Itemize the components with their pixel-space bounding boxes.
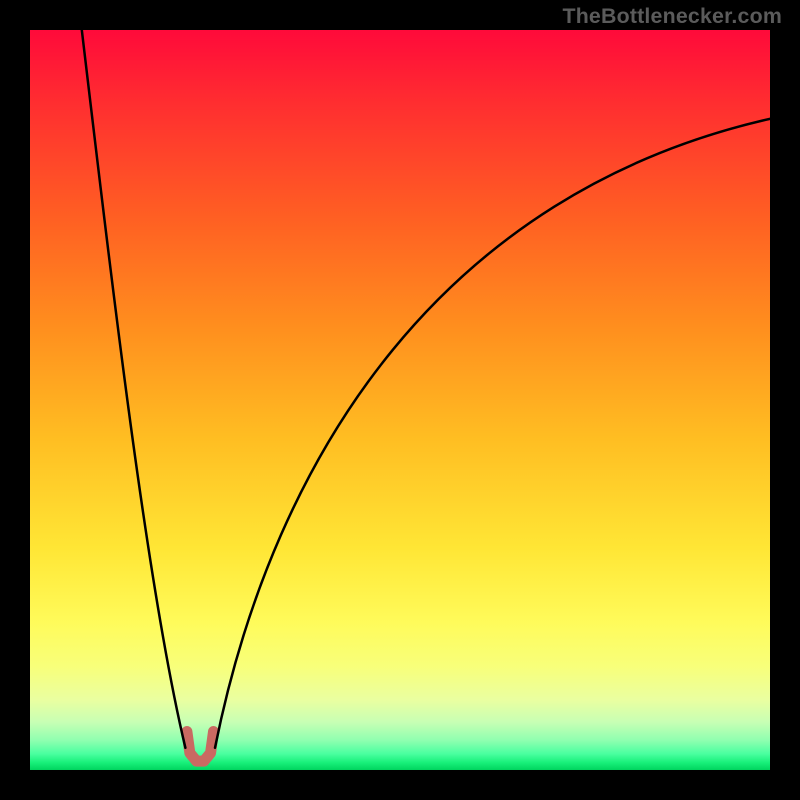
chart-frame: TheBottlenecker.com bbox=[0, 0, 800, 800]
curve-layer bbox=[30, 30, 770, 770]
curve-right-branch bbox=[215, 119, 770, 748]
valley-marker bbox=[187, 732, 214, 762]
plot-area bbox=[30, 30, 770, 770]
watermark-text: TheBottlenecker.com bbox=[562, 4, 782, 29]
curve-left-branch bbox=[82, 30, 186, 748]
